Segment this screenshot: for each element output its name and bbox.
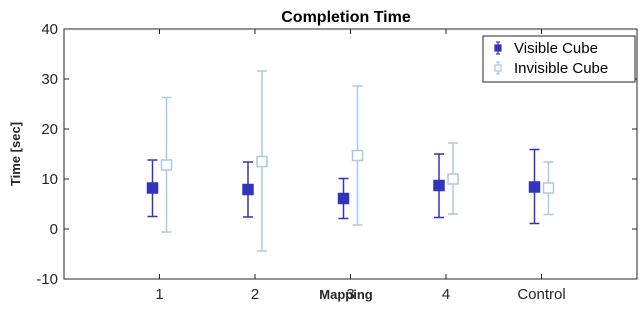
x-axis-label: Mapping xyxy=(319,287,372,302)
y-tick-label: 0 xyxy=(50,221,58,238)
legend-marker xyxy=(494,44,502,52)
y-tick-label: 30 xyxy=(41,71,58,88)
data-point xyxy=(146,182,159,194)
series-1 xyxy=(160,70,555,252)
data-point xyxy=(351,149,364,162)
data-point xyxy=(528,181,541,193)
y-tick-label: -10 xyxy=(36,271,58,288)
legend-label: Invisible Cube xyxy=(514,60,608,77)
series-layer xyxy=(146,70,555,252)
legend-box xyxy=(482,35,636,83)
x-tick-label: 3 xyxy=(346,286,354,303)
y-tick-label: 40 xyxy=(41,21,58,38)
data-point xyxy=(242,183,254,196)
series-0 xyxy=(146,148,541,225)
y-axis-label: Time [sec] xyxy=(8,122,23,186)
data-point xyxy=(160,159,173,171)
data-point xyxy=(447,173,459,185)
legend: Visible Cube Invisible Cube xyxy=(482,35,636,83)
chart-title: Completion Time xyxy=(281,9,411,26)
legend-label: Visible Cube xyxy=(514,40,598,57)
y-tick-label: 20 xyxy=(41,121,58,138)
x-tick-label: Control xyxy=(517,286,565,303)
data-point xyxy=(542,182,555,194)
data-point xyxy=(433,179,445,192)
x-tick-label: 4 xyxy=(442,286,450,303)
x-axis: 1 2 3 4 Control xyxy=(155,29,566,303)
legend-marker xyxy=(494,64,502,72)
y-tick-label: 10 xyxy=(41,171,58,188)
data-point xyxy=(256,155,268,168)
y-axis: -10 0 10 20 30 40 xyxy=(36,21,637,288)
x-tick-label: 1 xyxy=(155,286,163,303)
x-tick-label: 2 xyxy=(251,286,259,303)
data-point xyxy=(337,192,350,205)
